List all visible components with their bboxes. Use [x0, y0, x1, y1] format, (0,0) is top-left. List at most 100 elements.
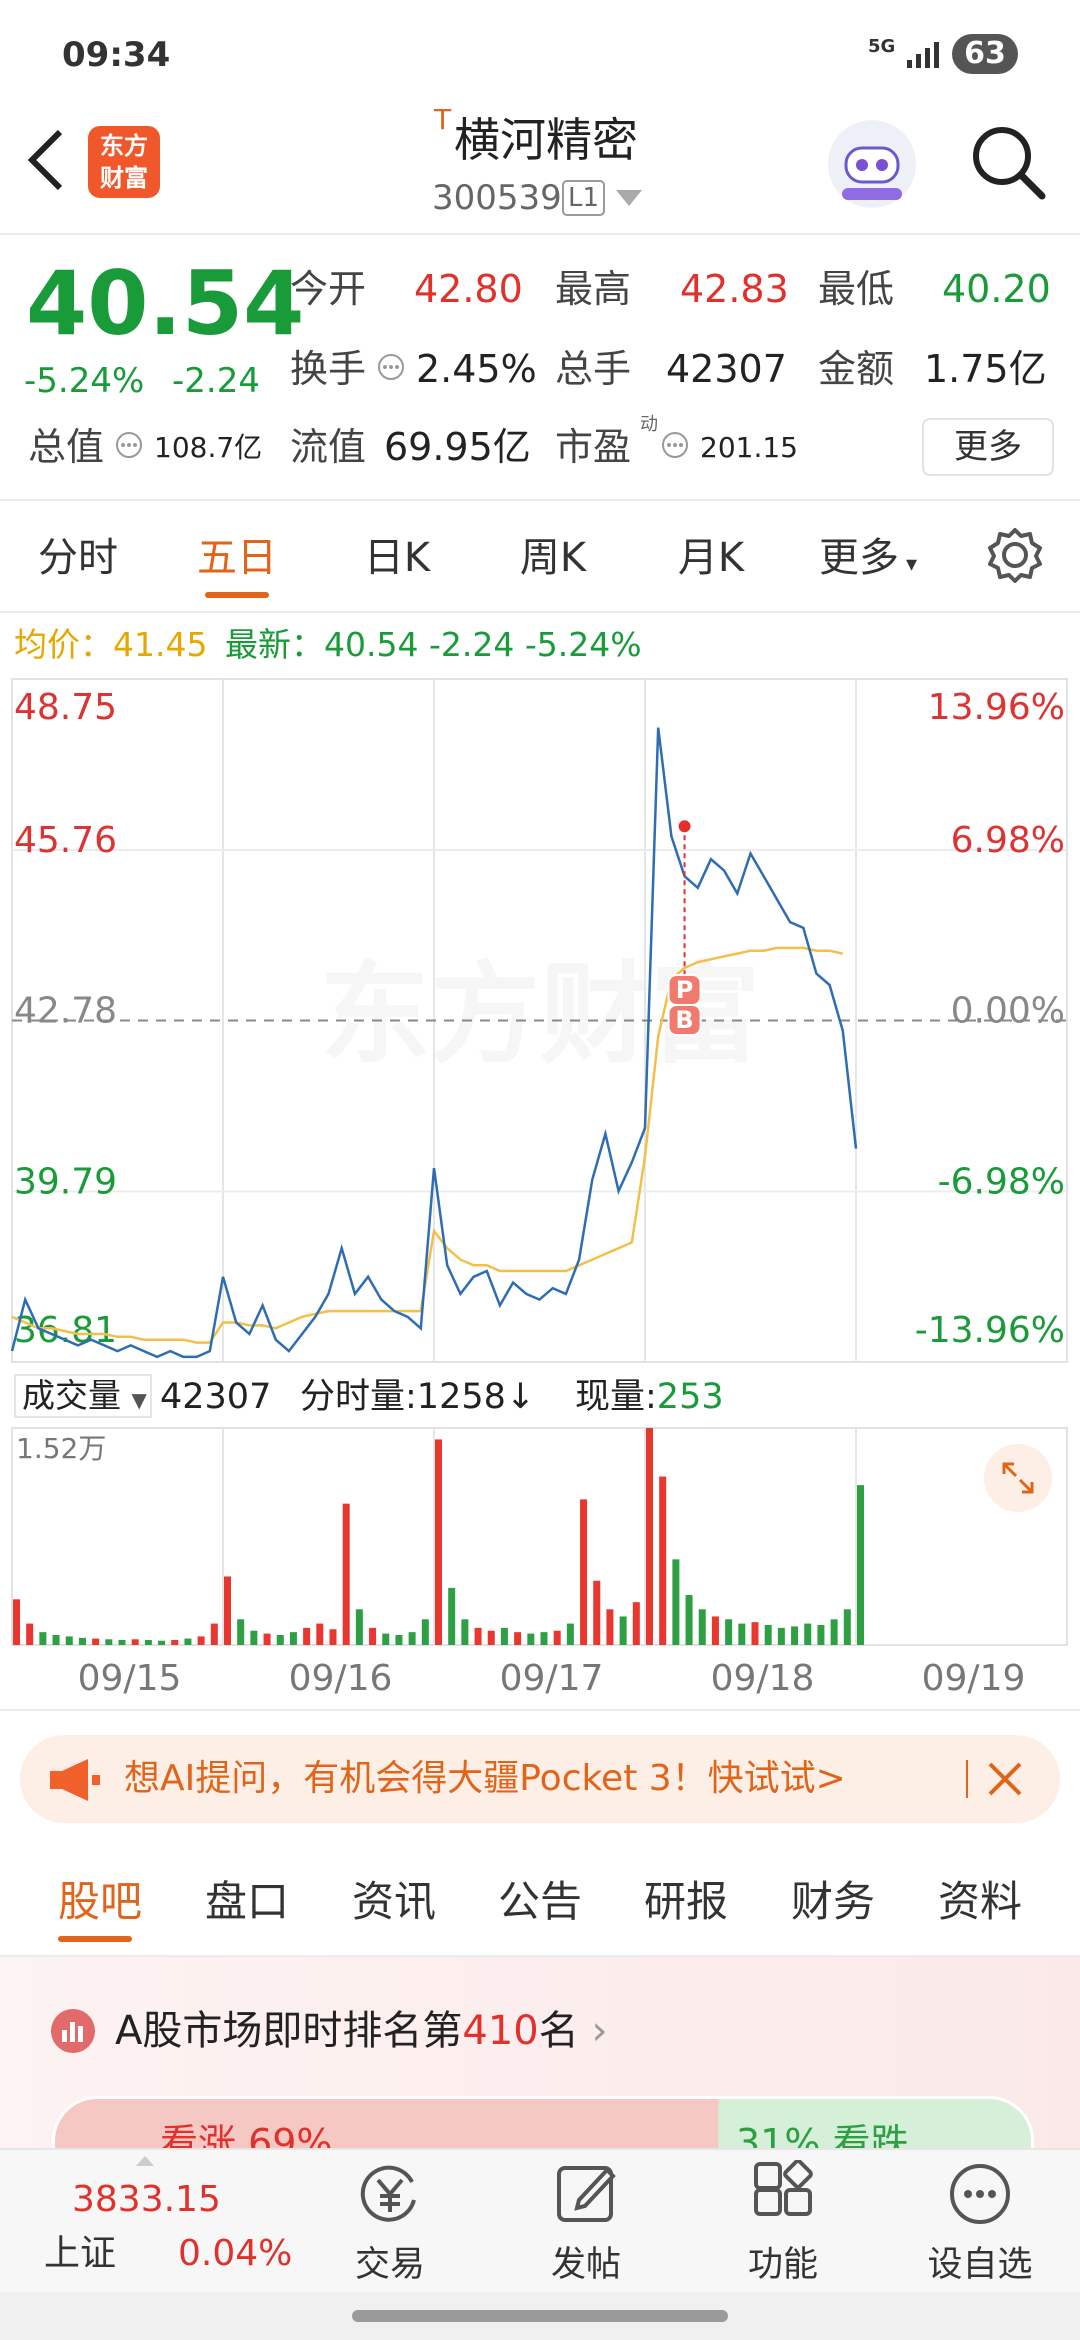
- volume-bar: [408, 1632, 416, 1645]
- now-label: 现量:: [575, 1377, 657, 1417]
- y2-tick-label: -13.96%: [915, 1310, 1065, 1351]
- more-button[interactable]: 更多: [922, 418, 1054, 476]
- field-label: 最低: [818, 267, 895, 311]
- banner-close[interactable]: [986, 1760, 1024, 1798]
- price: 40.54: [26, 252, 305, 355]
- volume-bar: [804, 1623, 812, 1645]
- volume-bar: [276, 1635, 284, 1645]
- avg-line: [11, 946, 844, 1344]
- volume-bar: [78, 1637, 86, 1645]
- nav-label[interactable]: 设自选: [927, 2245, 1033, 2285]
- ranking-suffix: 名: [538, 2008, 579, 2054]
- ranking-text[interactable]: A股市场即时排名第410名 ›: [115, 2008, 608, 2054]
- volume-bar: [303, 1627, 311, 1645]
- field-value: 69.95亿: [384, 425, 531, 469]
- change: -2.24: [172, 361, 260, 401]
- section-tab[interactable]: 财务: [790, 1877, 876, 1926]
- volume-bar: [791, 1626, 799, 1645]
- watchlist-icon[interactable]: [946, 2160, 1014, 2228]
- nav-label[interactable]: 功能: [747, 2245, 819, 2285]
- field-label: 总值: [28, 425, 105, 469]
- volume-bar: [474, 1627, 482, 1645]
- volume-bar: [395, 1635, 403, 1645]
- section-tab[interactable]: 股吧: [57, 1877, 143, 1926]
- volume-bar: [659, 1476, 667, 1645]
- assistant-avatar[interactable]: [826, 118, 918, 210]
- volume-bar: [514, 1632, 522, 1645]
- y2-tick-label: 0.00%: [951, 991, 1065, 1032]
- field-label: 金额: [818, 347, 895, 391]
- volume-bar: [725, 1619, 733, 1645]
- section-tab[interactable]: 资料: [937, 1877, 1023, 1926]
- field-label: 换手: [290, 347, 367, 391]
- field-sup: 动: [640, 414, 658, 435]
- info-icon[interactable]: [376, 352, 406, 382]
- banner[interactable]: [20, 1735, 1060, 1823]
- volume-bar: [646, 1428, 653, 1645]
- volume-bar: [751, 1622, 759, 1645]
- info-icon[interactable]: [660, 430, 690, 460]
- volume-bar: [672, 1559, 680, 1645]
- section-tab[interactable]: 盘口: [204, 1877, 290, 1926]
- index-value[interactable]: 3833.15: [72, 2179, 221, 2220]
- volume-bar: [289, 1632, 297, 1645]
- legend-value: 40.54: [324, 625, 419, 664]
- period-tab[interactable]: 周K: [519, 535, 587, 581]
- volume-bar: [593, 1580, 601, 1645]
- period-tab[interactable]: 日K: [363, 535, 431, 581]
- x-tick-label: 09/16: [289, 1658, 393, 1699]
- period-tab[interactable]: 更多 ▾: [818, 535, 918, 581]
- price-line: [10, 727, 858, 1359]
- x-tick-label: 09/15: [78, 1658, 182, 1699]
- period-tab[interactable]: 分时: [38, 535, 118, 581]
- volume-bar: [777, 1627, 785, 1645]
- minute-volume: 分时量:1258↓: [300, 1380, 535, 1415]
- legend-avg: 均价：41.45: [14, 628, 207, 661]
- section-tab[interactable]: 研报: [643, 1877, 729, 1926]
- volume-bar: [210, 1623, 218, 1645]
- nav-label[interactable]: 发帖: [550, 2245, 622, 2285]
- volume-tick-label: 1.52万: [16, 1432, 106, 1465]
- legend-last: 最新：40.54 -2.24 -5.24%: [225, 628, 642, 661]
- volume-bar: [435, 1439, 442, 1645]
- volume-selector[interactable]: 成交量 ▼: [14, 1374, 152, 1418]
- divider: [0, 233, 1080, 235]
- minute-value: 1258: [416, 1377, 506, 1417]
- volume-bar: [158, 1640, 166, 1645]
- field-label: 流值: [290, 425, 367, 469]
- annotation-dot: [678, 820, 691, 833]
- section-tab[interactable]: 公告: [497, 1877, 583, 1926]
- volume-bar: [65, 1636, 73, 1645]
- logo-line: 东方: [100, 132, 148, 160]
- legend-label: 最新：: [225, 625, 324, 664]
- trade-icon[interactable]: [356, 2160, 424, 2228]
- network: 5G: [868, 36, 896, 57]
- y-tick-label: 42.78: [14, 991, 117, 1032]
- annotation-text: B: [675, 1006, 693, 1034]
- back-button[interactable]: [24, 128, 68, 192]
- nav-label[interactable]: 交易: [354, 2245, 426, 2285]
- volume-bar: [197, 1636, 205, 1645]
- volume-bar: [606, 1609, 614, 1645]
- volume-bar: [250, 1630, 258, 1645]
- function-icon[interactable]: [750, 2160, 816, 2226]
- settings-button[interactable]: [986, 526, 1044, 584]
- x-tick-label: 09/19: [922, 1658, 1026, 1699]
- volume-bar: [52, 1635, 60, 1645]
- section-tab-indicator: [58, 1936, 132, 1942]
- volume-bar: [369, 1627, 377, 1645]
- period-tab[interactable]: 五日: [197, 535, 277, 581]
- period-tab[interactable]: 月K: [677, 535, 745, 581]
- post-icon[interactable]: [553, 2160, 619, 2226]
- divider: [0, 1955, 1080, 1957]
- x-tick-label: 09/17: [500, 1658, 604, 1699]
- section-tab[interactable]: 资讯: [351, 1877, 437, 1926]
- expand-button[interactable]: [980, 1440, 1056, 1516]
- search-button[interactable]: [968, 122, 1048, 202]
- field-label: 最高: [555, 267, 632, 311]
- volume-bar: [131, 1639, 139, 1645]
- ranking-number: 410: [462, 2008, 539, 2054]
- info-icon[interactable]: [114, 430, 144, 460]
- legend-change-pct: -5.24%: [524, 625, 642, 664]
